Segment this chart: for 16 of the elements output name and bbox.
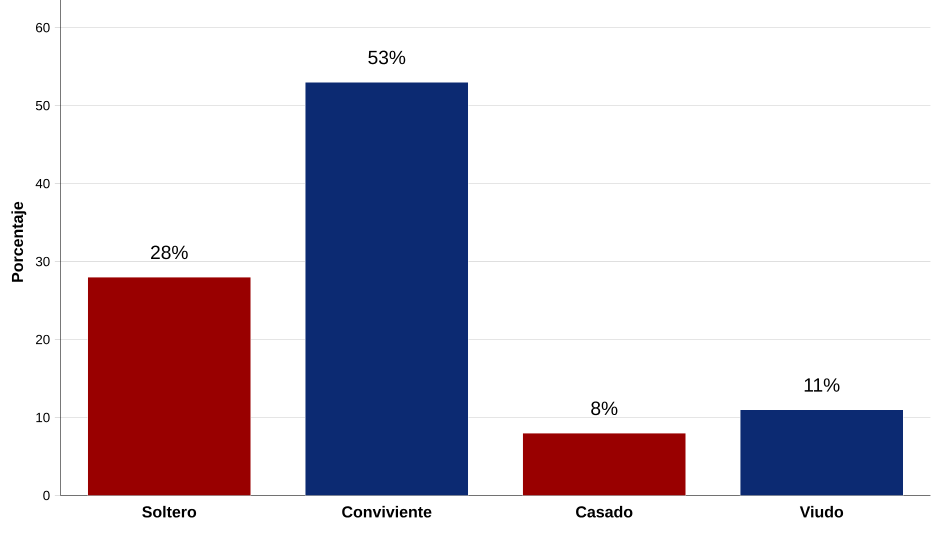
y-tick-label: 10: [36, 412, 50, 422]
x-tick-label: Conviviente: [342, 506, 432, 518]
data-label: 8%: [591, 401, 618, 416]
data-label: 28%: [151, 246, 188, 260]
y-tick-label: 50: [36, 100, 50, 110]
y-axis-title: Porcentaje: [11, 202, 26, 282]
y-tick-label: 40: [36, 178, 50, 188]
x-tick-label: Viudo: [800, 506, 844, 518]
x-tick-label: Soltero: [142, 506, 196, 518]
y-tick-label: 30: [36, 256, 50, 266]
y-tick-label: 0: [43, 490, 50, 500]
x-tick-label: Casado: [576, 506, 632, 518]
data-label: 11%: [804, 378, 840, 392]
y-tick-label: 60: [36, 22, 50, 32]
y-tick-label: 20: [36, 334, 50, 344]
data-label: 53%: [368, 50, 406, 64]
